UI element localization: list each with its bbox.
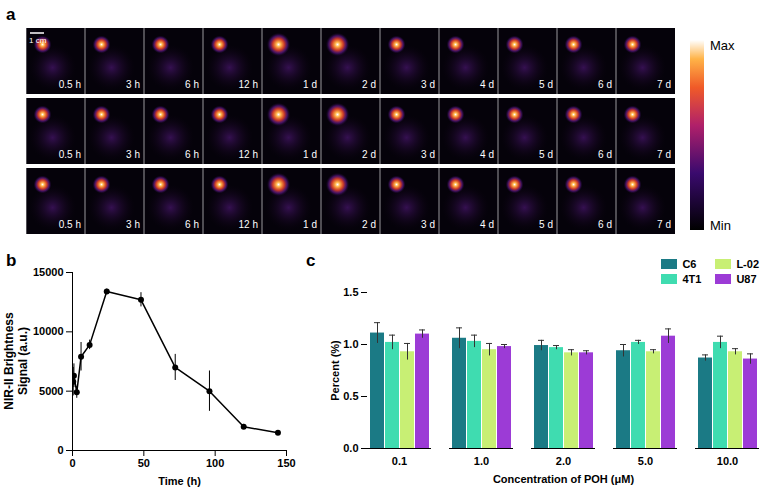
svg-text:3 h: 3 h: [126, 219, 140, 230]
svg-text:1 d: 1 d: [303, 79, 317, 90]
svg-text:6 d: 6 d: [598, 79, 612, 90]
svg-text:3 d: 3 d: [421, 79, 435, 90]
svg-text:1.0: 1.0: [343, 338, 358, 350]
svg-text:2 d: 2 d: [362, 79, 376, 90]
svg-text:a: a: [6, 5, 16, 24]
svg-text:10000: 10000: [33, 325, 64, 337]
svg-text:2 d: 2 d: [362, 219, 376, 230]
svg-text:6 d: 6 d: [598, 149, 612, 160]
svg-text:2 d: 2 d: [362, 149, 376, 160]
svg-text:b: b: [6, 251, 16, 270]
svg-text:0.5 h: 0.5 h: [59, 219, 81, 230]
svg-text:6 h: 6 h: [185, 219, 199, 230]
svg-text:1.0: 1.0: [474, 455, 489, 467]
svg-text:7 d: 7 d: [657, 219, 671, 230]
svg-text:5 d: 5 d: [539, 79, 553, 90]
html-text:U87: U87: [736, 273, 757, 285]
svg-text:5 d: 5 d: [539, 149, 553, 160]
svg-text:10.0: 10.0: [717, 455, 738, 467]
svg-text:7 d: 7 d: [657, 149, 671, 160]
html-text:C6: C6: [682, 258, 697, 270]
svg-text:0.5 h: 0.5 h: [59, 149, 81, 160]
svg-text:Min: Min: [710, 218, 731, 233]
svg-text:6 h: 6 h: [185, 149, 199, 160]
svg-text:1 d: 1 d: [303, 149, 317, 160]
svg-text:4 d: 4 d: [480, 79, 494, 90]
svg-text:3 h: 3 h: [126, 149, 140, 160]
svg-text:3 d: 3 d: [421, 219, 435, 230]
html-text:4T1: 4T1: [682, 273, 702, 285]
svg-text:Max: Max: [710, 38, 735, 53]
svg-text:0.1: 0.1: [392, 455, 407, 467]
svg-text:0.5 h: 0.5 h: [59, 79, 81, 90]
svg-text:15000: 15000: [33, 266, 64, 278]
svg-text:150: 150: [277, 457, 295, 469]
svg-text:12 h: 12 h: [239, 149, 258, 160]
svg-text:7 d: 7 d: [657, 79, 671, 90]
svg-text:Concentration of POH (μM): Concentration of POH (μM): [493, 473, 635, 485]
svg-text:c: c: [306, 251, 315, 270]
svg-text:3 d: 3 d: [421, 149, 435, 160]
svg-text:6 h: 6 h: [185, 79, 199, 90]
svg-text:0.5: 0.5: [343, 390, 358, 402]
svg-text:1 d: 1 d: [303, 219, 317, 230]
svg-text:Time (h): Time (h): [158, 475, 201, 487]
svg-text:2.0: 2.0: [556, 455, 571, 467]
svg-text:5000: 5000: [39, 385, 63, 397]
svg-text:5 d: 5 d: [539, 219, 553, 230]
svg-text:0: 0: [57, 444, 63, 456]
svg-text:100: 100: [206, 457, 224, 469]
svg-text:1 cm: 1 cm: [29, 36, 47, 45]
svg-text:4 d: 4 d: [480, 219, 494, 230]
svg-text:0.0: 0.0: [343, 442, 358, 454]
svg-text:6 d: 6 d: [598, 219, 612, 230]
svg-text:5.0: 5.0: [638, 455, 653, 467]
svg-text:0: 0: [69, 457, 75, 469]
svg-text:50: 50: [138, 457, 150, 469]
svg-text:1.5: 1.5: [343, 286, 358, 298]
svg-text:Percent (%): Percent (%): [329, 340, 341, 401]
svg-text:12 h: 12 h: [239, 79, 258, 90]
html-text:L-02: L-02: [736, 258, 759, 270]
svg-text:4 d: 4 d: [480, 149, 494, 160]
svg-text:3 h: 3 h: [126, 79, 140, 90]
svg-text:12 h: 12 h: [239, 219, 258, 230]
svg-text:NIR-II BrightnessSignal (a.u.): NIR-II BrightnessSignal (a.u.): [2, 312, 30, 410]
